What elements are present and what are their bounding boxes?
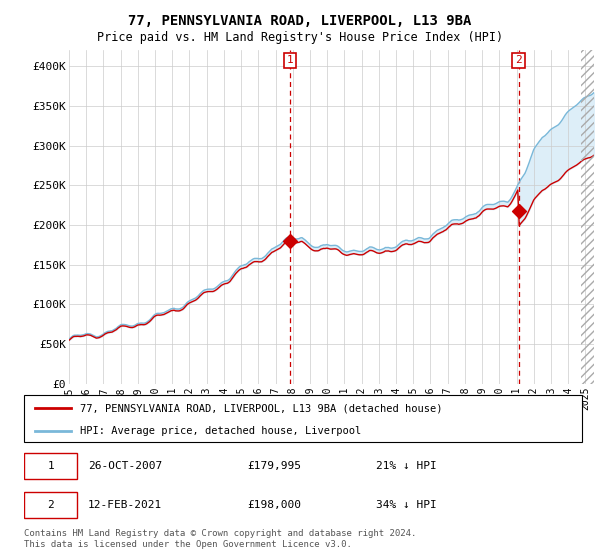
Text: 21% ↓ HPI: 21% ↓ HPI bbox=[376, 461, 436, 471]
Text: 34% ↓ HPI: 34% ↓ HPI bbox=[376, 500, 436, 510]
Text: 1: 1 bbox=[47, 461, 54, 471]
Text: Contains HM Land Registry data © Crown copyright and database right 2024.
This d: Contains HM Land Registry data © Crown c… bbox=[24, 529, 416, 549]
Text: 12-FEB-2021: 12-FEB-2021 bbox=[88, 500, 163, 510]
FancyBboxPatch shape bbox=[24, 452, 77, 479]
FancyBboxPatch shape bbox=[24, 395, 582, 442]
Text: 26-OCT-2007: 26-OCT-2007 bbox=[88, 461, 163, 471]
Text: HPI: Average price, detached house, Liverpool: HPI: Average price, detached house, Live… bbox=[80, 426, 361, 436]
Point bbox=[285, 236, 295, 245]
Text: 77, PENNSYLVANIA ROAD, LIVERPOOL, L13 9BA (detached house): 77, PENNSYLVANIA ROAD, LIVERPOOL, L13 9B… bbox=[80, 403, 442, 413]
FancyBboxPatch shape bbox=[24, 492, 77, 519]
Text: Price paid vs. HM Land Registry's House Price Index (HPI): Price paid vs. HM Land Registry's House … bbox=[97, 31, 503, 44]
Point bbox=[514, 206, 523, 215]
Text: 77, PENNSYLVANIA ROAD, LIVERPOOL, L13 9BA: 77, PENNSYLVANIA ROAD, LIVERPOOL, L13 9B… bbox=[128, 14, 472, 28]
Text: 2: 2 bbox=[47, 500, 54, 510]
Text: £198,000: £198,000 bbox=[247, 500, 301, 510]
Bar bbox=[581, 50, 594, 384]
Text: £179,995: £179,995 bbox=[247, 461, 301, 471]
Text: 1: 1 bbox=[286, 55, 293, 66]
Text: 2: 2 bbox=[515, 55, 522, 66]
